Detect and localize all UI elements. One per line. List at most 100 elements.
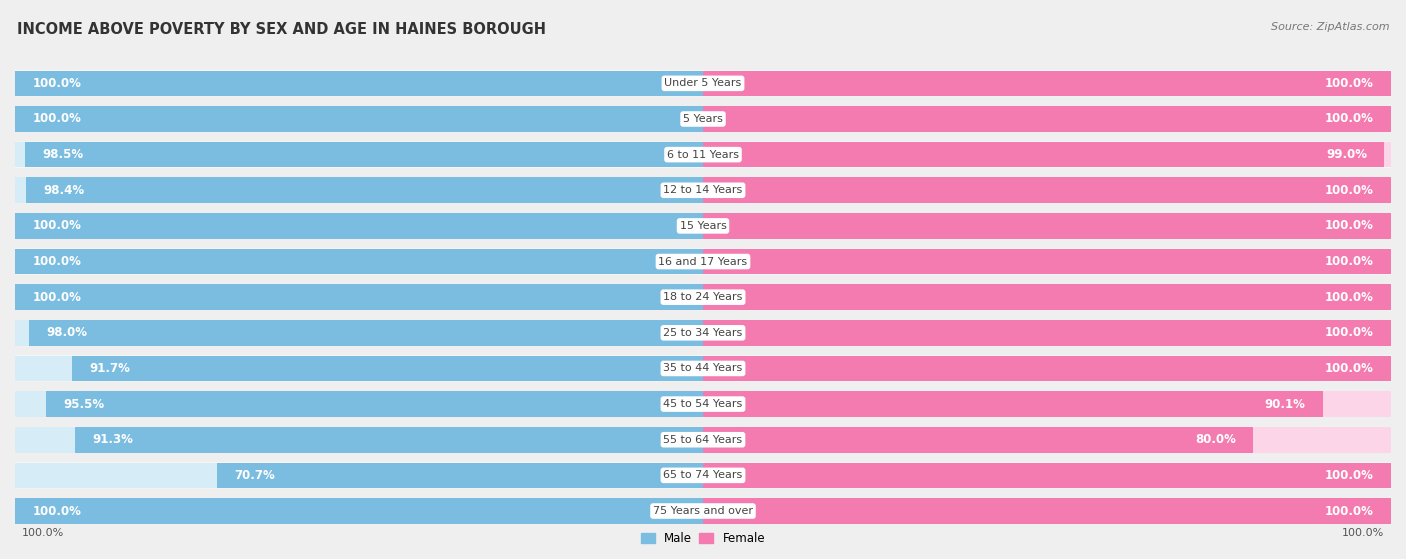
Text: 100.0%: 100.0% — [1324, 77, 1374, 90]
FancyBboxPatch shape — [15, 462, 1391, 488]
FancyBboxPatch shape — [703, 462, 1391, 488]
FancyBboxPatch shape — [25, 177, 703, 203]
Text: 90.1%: 90.1% — [1265, 397, 1306, 411]
Text: 100.0%: 100.0% — [1341, 528, 1384, 538]
Text: 35 to 44 Years: 35 to 44 Years — [664, 363, 742, 373]
FancyBboxPatch shape — [703, 142, 1384, 168]
FancyBboxPatch shape — [28, 320, 703, 345]
FancyBboxPatch shape — [703, 177, 1391, 203]
Text: 100.0%: 100.0% — [1324, 505, 1374, 518]
FancyBboxPatch shape — [15, 320, 703, 345]
FancyBboxPatch shape — [15, 106, 703, 132]
Text: 100.0%: 100.0% — [1324, 362, 1374, 375]
Text: 65 to 74 Years: 65 to 74 Years — [664, 470, 742, 480]
Text: INCOME ABOVE POVERTY BY SEX AND AGE IN HAINES BOROUGH: INCOME ABOVE POVERTY BY SEX AND AGE IN H… — [17, 22, 546, 37]
FancyBboxPatch shape — [703, 249, 1391, 274]
FancyBboxPatch shape — [703, 391, 1391, 417]
FancyBboxPatch shape — [703, 213, 1391, 239]
FancyBboxPatch shape — [15, 142, 703, 168]
Text: 100.0%: 100.0% — [32, 112, 82, 125]
FancyBboxPatch shape — [15, 498, 1391, 524]
FancyBboxPatch shape — [25, 142, 703, 168]
FancyBboxPatch shape — [15, 285, 1391, 310]
FancyBboxPatch shape — [15, 285, 703, 310]
FancyBboxPatch shape — [15, 70, 703, 96]
Text: Under 5 Years: Under 5 Years — [665, 78, 741, 88]
Text: 100.0%: 100.0% — [1324, 326, 1374, 339]
FancyBboxPatch shape — [15, 213, 1391, 239]
Text: 55 to 64 Years: 55 to 64 Years — [664, 435, 742, 445]
Text: 100.0%: 100.0% — [22, 528, 65, 538]
FancyBboxPatch shape — [15, 70, 1391, 96]
FancyBboxPatch shape — [15, 356, 1391, 381]
FancyBboxPatch shape — [15, 142, 1391, 168]
FancyBboxPatch shape — [217, 462, 703, 488]
Text: 98.0%: 98.0% — [46, 326, 87, 339]
FancyBboxPatch shape — [15, 70, 703, 96]
FancyBboxPatch shape — [703, 462, 1391, 488]
Text: Source: ZipAtlas.com: Source: ZipAtlas.com — [1271, 22, 1389, 32]
Text: 100.0%: 100.0% — [1324, 469, 1374, 482]
Text: 6 to 11 Years: 6 to 11 Years — [666, 150, 740, 160]
Text: 98.5%: 98.5% — [42, 148, 83, 161]
FancyBboxPatch shape — [46, 391, 703, 417]
Legend: Male, Female: Male, Female — [641, 532, 765, 545]
FancyBboxPatch shape — [703, 498, 1391, 524]
FancyBboxPatch shape — [703, 498, 1391, 524]
Text: 100.0%: 100.0% — [32, 219, 82, 233]
FancyBboxPatch shape — [703, 356, 1391, 381]
FancyBboxPatch shape — [703, 142, 1391, 168]
FancyBboxPatch shape — [703, 106, 1391, 132]
FancyBboxPatch shape — [15, 177, 1391, 203]
FancyBboxPatch shape — [15, 106, 703, 132]
Text: 98.4%: 98.4% — [44, 184, 84, 197]
FancyBboxPatch shape — [15, 391, 1391, 417]
Text: 100.0%: 100.0% — [32, 255, 82, 268]
FancyBboxPatch shape — [15, 213, 703, 239]
Text: 100.0%: 100.0% — [32, 291, 82, 304]
FancyBboxPatch shape — [15, 177, 703, 203]
Text: 100.0%: 100.0% — [1324, 219, 1374, 233]
Text: 45 to 54 Years: 45 to 54 Years — [664, 399, 742, 409]
FancyBboxPatch shape — [15, 320, 1391, 345]
Text: 16 and 17 Years: 16 and 17 Years — [658, 257, 748, 267]
FancyBboxPatch shape — [72, 356, 703, 381]
FancyBboxPatch shape — [15, 285, 703, 310]
FancyBboxPatch shape — [703, 249, 1391, 274]
FancyBboxPatch shape — [703, 70, 1391, 96]
Text: 25 to 34 Years: 25 to 34 Years — [664, 328, 742, 338]
FancyBboxPatch shape — [703, 70, 1391, 96]
Text: 100.0%: 100.0% — [32, 505, 82, 518]
Text: 100.0%: 100.0% — [1324, 291, 1374, 304]
FancyBboxPatch shape — [15, 498, 703, 524]
FancyBboxPatch shape — [703, 320, 1391, 345]
Text: 91.3%: 91.3% — [91, 433, 134, 446]
Text: 18 to 24 Years: 18 to 24 Years — [664, 292, 742, 302]
FancyBboxPatch shape — [703, 285, 1391, 310]
FancyBboxPatch shape — [703, 427, 1253, 453]
FancyBboxPatch shape — [703, 285, 1391, 310]
Text: 100.0%: 100.0% — [32, 77, 82, 90]
Text: 12 to 14 Years: 12 to 14 Years — [664, 185, 742, 195]
FancyBboxPatch shape — [15, 462, 703, 488]
Text: 5 Years: 5 Years — [683, 114, 723, 124]
FancyBboxPatch shape — [703, 320, 1391, 345]
Text: 99.0%: 99.0% — [1326, 148, 1367, 161]
Text: 75 Years and over: 75 Years and over — [652, 506, 754, 516]
FancyBboxPatch shape — [703, 356, 1391, 381]
Text: 15 Years: 15 Years — [679, 221, 727, 231]
FancyBboxPatch shape — [703, 427, 1391, 453]
Text: 100.0%: 100.0% — [1324, 255, 1374, 268]
Text: 100.0%: 100.0% — [1324, 184, 1374, 197]
Text: 95.5%: 95.5% — [63, 397, 104, 411]
FancyBboxPatch shape — [15, 249, 703, 274]
Text: 70.7%: 70.7% — [233, 469, 274, 482]
FancyBboxPatch shape — [703, 177, 1391, 203]
FancyBboxPatch shape — [15, 356, 703, 381]
FancyBboxPatch shape — [15, 249, 1391, 274]
FancyBboxPatch shape — [15, 106, 1391, 132]
FancyBboxPatch shape — [15, 213, 703, 239]
FancyBboxPatch shape — [15, 391, 703, 417]
FancyBboxPatch shape — [15, 427, 703, 453]
FancyBboxPatch shape — [703, 213, 1391, 239]
